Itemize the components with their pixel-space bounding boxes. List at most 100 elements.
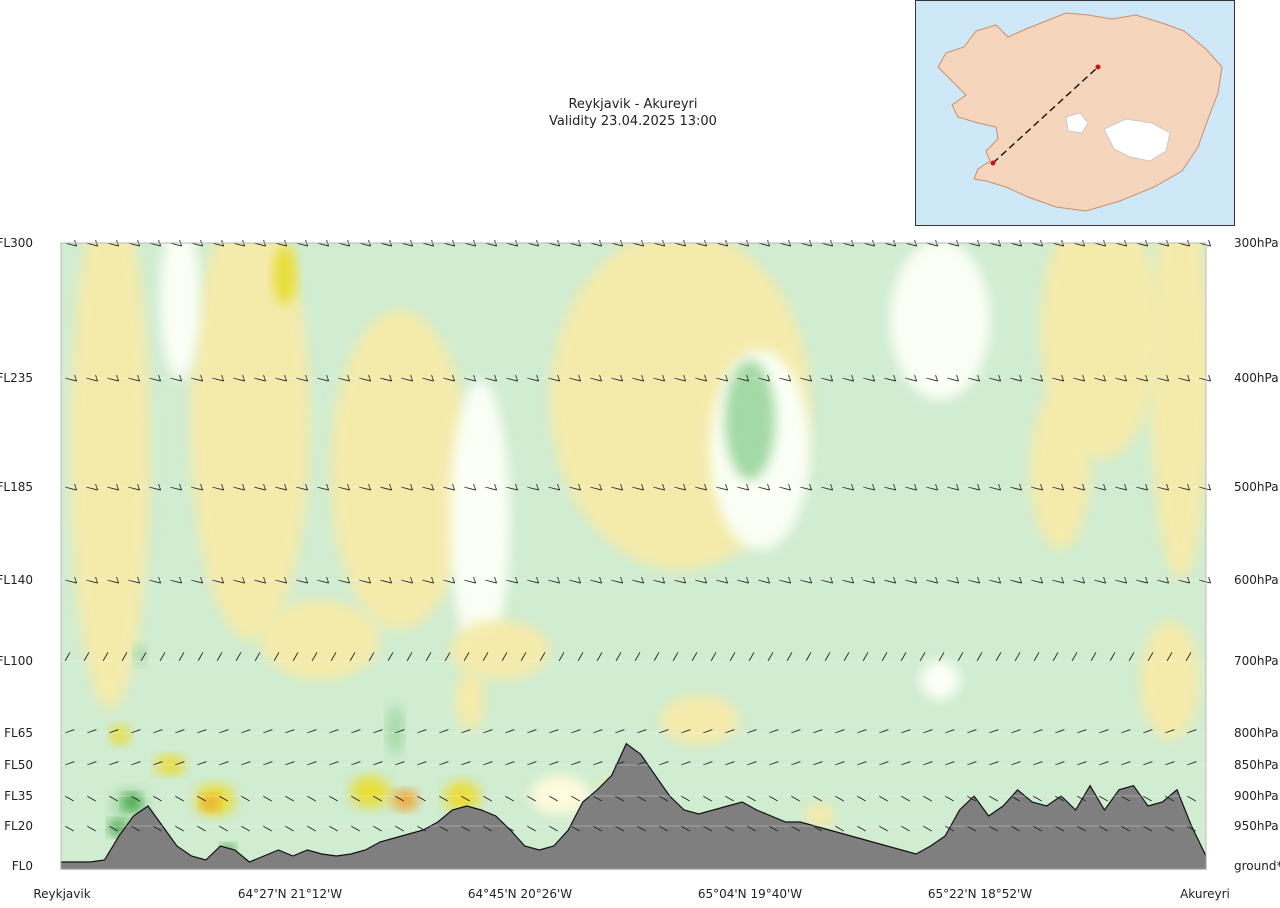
wind-barb xyxy=(1120,795,1130,802)
wind-barb-feather xyxy=(1208,239,1212,247)
wind-barb xyxy=(568,486,581,491)
wind-barb xyxy=(253,486,266,491)
reykjavik-marker xyxy=(990,160,996,166)
wind-barb xyxy=(856,729,867,734)
wind-barb xyxy=(966,729,977,734)
wind-barb xyxy=(127,579,140,584)
wind-barb xyxy=(757,579,770,584)
wind-barb xyxy=(86,729,97,734)
wind-barb xyxy=(86,825,96,832)
wind-barb xyxy=(1093,579,1106,584)
wind-barb xyxy=(232,486,245,491)
wind-barb xyxy=(130,761,141,766)
wind-barb xyxy=(482,795,492,802)
wind-barb xyxy=(64,825,74,832)
wind-barb xyxy=(904,377,917,382)
chart-title-block: Reykjavik - Akureyri Validity 23.04.2025… xyxy=(480,96,786,130)
wind-barb xyxy=(152,825,162,832)
wind-barb xyxy=(174,825,184,832)
validity-subtitle: Validity 23.04.2025 13:00 xyxy=(549,114,717,129)
wind-barb xyxy=(295,242,308,247)
wind-barb xyxy=(121,652,128,662)
wind-barb xyxy=(694,242,707,247)
wind-barb xyxy=(1198,377,1211,382)
wind-barb xyxy=(1076,729,1087,734)
wind-barb xyxy=(416,795,426,802)
wind-barb xyxy=(106,242,119,247)
wind-barb xyxy=(108,825,118,832)
wind-barb xyxy=(1072,486,1085,491)
wind-barb xyxy=(925,486,938,491)
wind-barb xyxy=(482,652,489,662)
wind-barb xyxy=(262,825,272,832)
wind-barb xyxy=(526,242,539,247)
wind-barb xyxy=(169,242,182,247)
wind-barb xyxy=(805,652,812,662)
wind-barb xyxy=(539,652,546,662)
wind-barb xyxy=(967,579,980,584)
field-cell-white xyxy=(920,660,960,700)
wind-barb xyxy=(444,652,451,662)
pressure-label: 600hPa xyxy=(1234,573,1279,587)
wind-barb xyxy=(812,795,822,802)
wind-barb xyxy=(152,795,162,802)
wind-barb xyxy=(631,486,644,491)
wind-barb xyxy=(672,652,679,662)
wind-barb xyxy=(878,761,889,766)
wind-barb xyxy=(653,652,660,662)
wind-barb xyxy=(636,825,646,832)
wind-barb xyxy=(1114,486,1127,491)
wind-barb xyxy=(1135,486,1148,491)
wind-barb xyxy=(358,242,371,247)
wind-barb xyxy=(190,486,203,491)
wind-barb xyxy=(484,579,497,584)
wind-barb xyxy=(841,242,854,247)
wind-barb xyxy=(568,242,581,247)
wind-barb xyxy=(746,795,756,802)
wind-barb xyxy=(843,652,850,662)
wind-barb xyxy=(925,242,938,247)
wind-barb xyxy=(218,729,229,734)
wind-barb xyxy=(883,579,896,584)
wind-barb xyxy=(658,761,669,766)
wind-barb xyxy=(330,652,337,662)
wind-barb xyxy=(596,652,603,662)
flight-level-label: FL140 xyxy=(0,573,33,587)
wind-barb xyxy=(1177,242,1190,247)
wind-barb xyxy=(106,377,119,382)
wind-barb xyxy=(900,761,911,766)
wind-barb xyxy=(922,825,932,832)
plot-frame xyxy=(60,242,1207,870)
wind-barb xyxy=(790,825,800,832)
wind-barb xyxy=(316,242,329,247)
field-cell-yellow_mid xyxy=(190,243,310,640)
field-cell-white xyxy=(450,380,510,660)
wind-barb xyxy=(526,377,539,382)
wind-barb xyxy=(694,377,707,382)
wind-barb xyxy=(995,652,1002,662)
wind-barb xyxy=(680,761,691,766)
wind-barb xyxy=(295,579,308,584)
wind-barb xyxy=(130,729,141,734)
wind-barb xyxy=(130,825,140,832)
wind-barb xyxy=(159,652,166,662)
wind-barb-feather xyxy=(1208,374,1212,382)
wind-barb xyxy=(463,579,476,584)
wind-barb xyxy=(1098,795,1108,802)
wind-barb xyxy=(235,652,242,662)
wind-barb xyxy=(438,795,448,802)
wind-barb xyxy=(1114,579,1127,584)
wind-barb xyxy=(274,242,287,247)
wind-barb xyxy=(394,761,405,766)
wind-barb xyxy=(484,242,497,247)
pressure-label: 850hPa xyxy=(1234,758,1279,772)
wind-barb xyxy=(900,825,910,832)
wind-barb xyxy=(570,761,581,766)
wind-barb xyxy=(350,761,361,766)
wind-barb xyxy=(658,795,668,802)
wind-barb xyxy=(218,795,228,802)
wind-barb xyxy=(438,761,449,766)
wind-barb xyxy=(1076,761,1087,766)
wind-barb xyxy=(86,761,97,766)
wind-barb xyxy=(328,761,339,766)
